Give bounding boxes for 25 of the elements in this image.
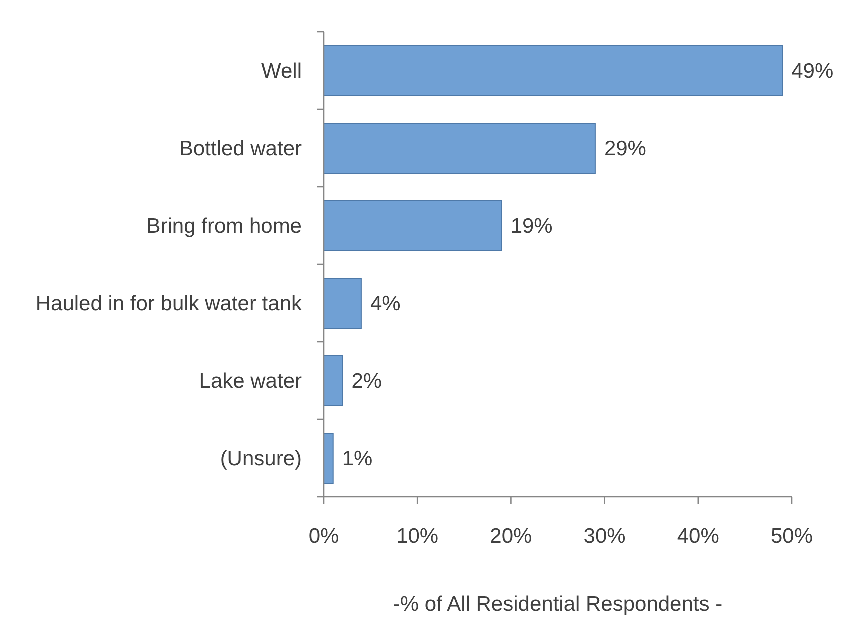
y-tick-label: Well [262, 59, 302, 82]
bar [324, 432, 334, 484]
bar [324, 355, 344, 406]
x-tick-label: 20% [490, 524, 532, 548]
bar [324, 45, 784, 96]
data-label: 1% [342, 446, 373, 470]
y-tick-label: (Unsure) [220, 446, 302, 470]
bar [324, 278, 362, 329]
data-label: 29% [604, 136, 646, 160]
y-tick-label: Lake water [199, 369, 302, 392]
y-tick-label: Bottled water [179, 136, 302, 160]
x-tick-label: 40% [677, 524, 720, 548]
y-tick-label: Bring from home [146, 214, 302, 238]
data-label: 49% [792, 59, 834, 82]
x-tick-label: 0% [308, 524, 340, 548]
x-tick-label: 10% [396, 524, 439, 548]
data-label: 2% [352, 369, 382, 392]
x-tick-label: 30% [584, 524, 626, 548]
y-tick-label: Hauled in for bulk water tank [36, 292, 302, 315]
x-tick-label: 50% [770, 524, 814, 548]
bar [324, 122, 596, 174]
data-label: 19% [510, 214, 553, 238]
bar [324, 200, 502, 252]
x-axis-title: -% of All Residential Respondents - [393, 593, 723, 616]
data-label: 4% [370, 292, 401, 315]
